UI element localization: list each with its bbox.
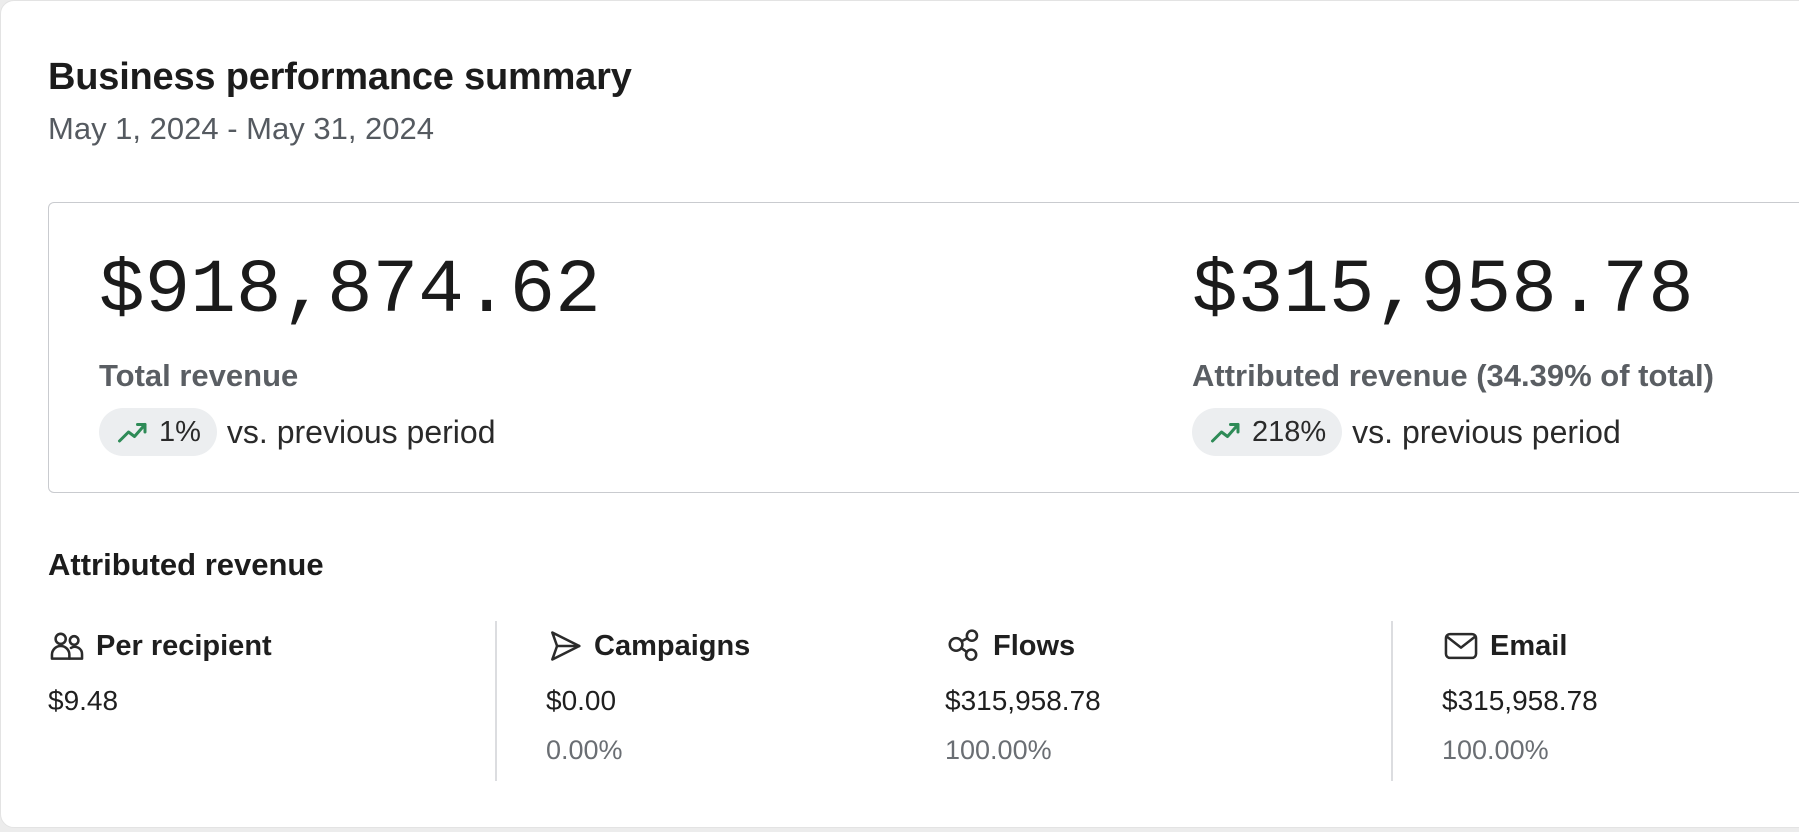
- revenue-summary-box: $918,874.62 Total revenue 1% vs. previou…: [48, 202, 1799, 493]
- total-revenue-trend: 1% vs. previous period: [99, 408, 601, 456]
- total-revenue-label: Total revenue: [99, 358, 299, 393]
- total-revenue-value: $918,874.62: [99, 248, 601, 334]
- trend-suffix: vs. previous period: [226, 413, 496, 450]
- attributed-revenue-value: $315,958.78: [1192, 248, 1694, 334]
- mail-icon: [1444, 632, 1478, 660]
- attributed-revenue-trend: 218% vs. previous period: [1192, 408, 1714, 456]
- trend-badge: 1%: [99, 408, 217, 456]
- trend-up-icon: [118, 423, 147, 443]
- send-icon: [551, 631, 581, 661]
- divider: [1391, 621, 1393, 781]
- divider: [495, 621, 497, 781]
- stat-campaigns: Campaigns $0.00 0.00%: [546, 621, 750, 781]
- page-title: Business performance summary: [48, 56, 632, 98]
- flows-icon: [948, 629, 979, 662]
- trend-badge: 218%: [1192, 408, 1343, 456]
- stat-email: Email $315,958.78 100.00%: [1442, 621, 1598, 781]
- stat-per-recipient: Per recipient $9.48: [48, 621, 272, 781]
- attributed-revenue-label: Attributed revenue (34.39% of total): [1192, 358, 1714, 393]
- stat-value: $315,958.78: [945, 685, 1101, 716]
- stat-label: Flows: [993, 629, 1076, 662]
- trend-up-icon: [1211, 423, 1240, 443]
- trend-suffix: vs. previous period: [1352, 413, 1621, 450]
- stat-label: Per recipient: [96, 629, 272, 662]
- total-revenue-metric: $918,874.62 Total revenue 1% vs. previou…: [99, 253, 601, 456]
- stat-flows: Flows $315,958.78 100.00%: [945, 621, 1101, 781]
- trend-percent: 1%: [159, 415, 201, 448]
- date-range: May 1, 2024 - May 31, 2024: [48, 111, 435, 146]
- stat-value: $0.00: [546, 685, 617, 716]
- stat-value: $9.48: [48, 685, 119, 716]
- stat-percent: 0.00%: [546, 735, 623, 765]
- stat-percent: 100.00%: [1442, 735, 1549, 765]
- stat-label: Campaigns: [594, 629, 751, 662]
- trend-percent: 218%: [1252, 415, 1327, 448]
- attributed-revenue-section-title: Attributed revenue: [48, 547, 324, 582]
- stat-percent: 100.00%: [945, 735, 1052, 765]
- stat-value: $315,958.78: [1442, 685, 1598, 716]
- attributed-revenue-stats: Per recipient $9.48 Campaigns $0.00 0.00…: [1, 621, 1799, 781]
- people-icon: [50, 632, 84, 660]
- attributed-revenue-metric: $315,958.78 Attributed revenue (34.39% o…: [1192, 253, 1714, 456]
- stat-label: Email: [1490, 629, 1568, 662]
